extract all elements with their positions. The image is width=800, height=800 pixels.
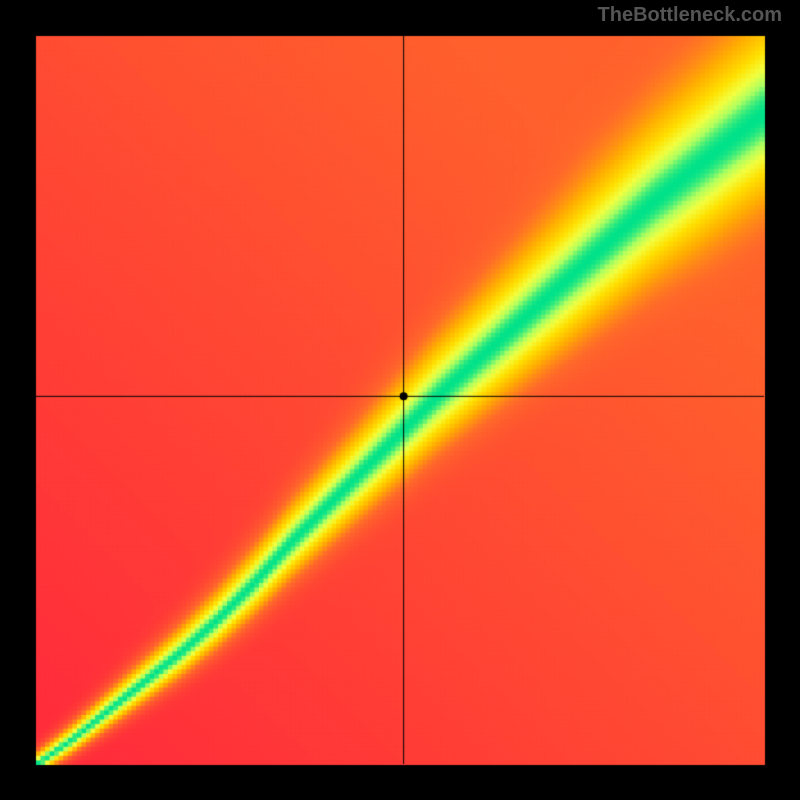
heatmap-canvas xyxy=(0,0,800,800)
watermark-text: TheBottleneck.com xyxy=(598,4,782,27)
chart-container: TheBottleneck.com xyxy=(0,0,800,800)
